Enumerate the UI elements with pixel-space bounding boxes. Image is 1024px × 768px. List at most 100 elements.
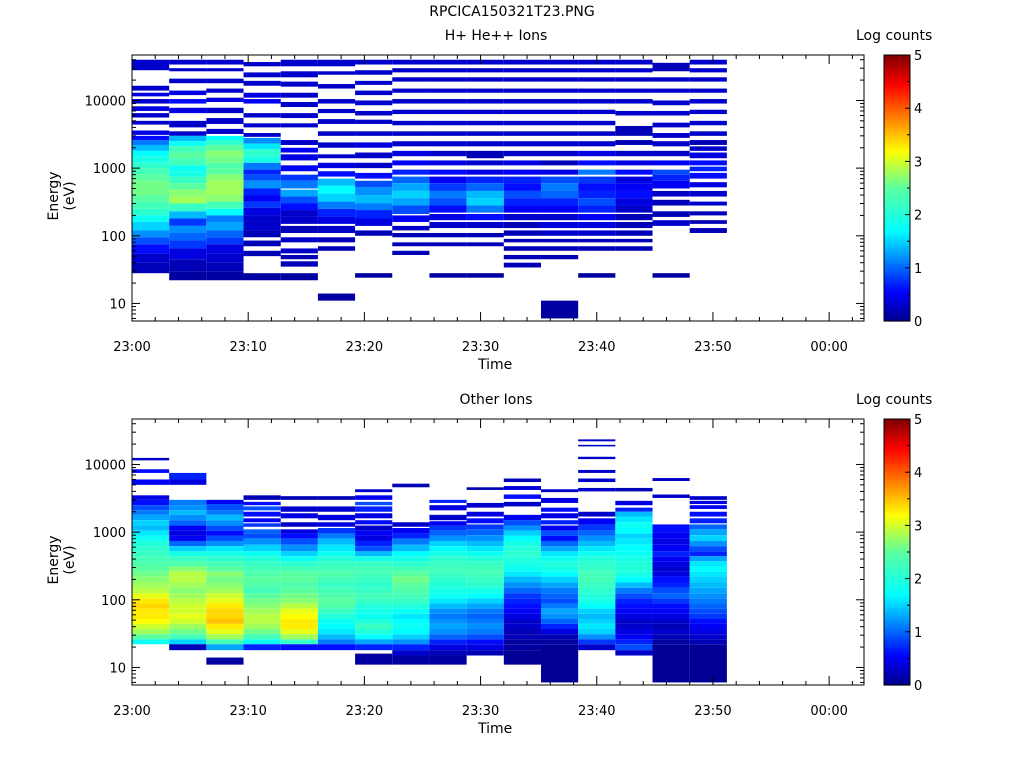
heatmap-cell [466, 582, 504, 588]
heatmap-cell [243, 174, 281, 181]
heatmap-cell [652, 100, 690, 106]
heatmap-cell [503, 587, 541, 594]
heatmap-cell [578, 535, 616, 541]
colorbar-step [884, 438, 910, 442]
colorbar-step [884, 605, 910, 609]
heatmap-cell [466, 628, 504, 635]
y-tick-label: 10000 [85, 94, 126, 109]
heatmap-cell [689, 500, 727, 505]
x-tick-label: 23:30 [462, 340, 499, 355]
heatmap-cell [355, 80, 393, 85]
heatmap-cell [578, 593, 616, 599]
colorbar-step [884, 472, 910, 476]
colorbar-step [884, 258, 910, 262]
heatmap-cell [317, 71, 356, 75]
heatmap-cell [503, 525, 541, 531]
heatmap-cell [466, 273, 504, 278]
heatmap-cell [466, 131, 504, 136]
heatmap-cell [317, 561, 356, 567]
heatmap-cell [689, 551, 727, 557]
colorbar-step [884, 536, 910, 540]
colorbar-step [884, 485, 910, 489]
y-tick-label: 10 [109, 297, 126, 312]
colorbar-step [884, 656, 910, 659]
colorbar-step [884, 179, 910, 182]
heatmap-cell [243, 511, 281, 517]
heatmap-cell [317, 59, 356, 67]
heatmap-cell [355, 520, 393, 525]
colorbar-step [884, 496, 910, 500]
heatmap-cell [132, 237, 170, 245]
colorbar-step [884, 103, 910, 107]
heatmap-cell [169, 203, 207, 212]
colorbar-step [884, 318, 910, 322]
heatmap-cell [392, 551, 430, 557]
heatmap-cell [466, 639, 504, 645]
heatmap-cell [206, 230, 244, 238]
colorbar-step [884, 247, 910, 251]
heatmap-cell [280, 189, 318, 197]
x-tick-label: 00:00 [810, 704, 847, 719]
heatmap-cell [652, 551, 690, 557]
colorbar-step [884, 123, 910, 127]
colorbar-step [884, 527, 910, 531]
heatmap-cell [169, 505, 207, 511]
heatmap-cell [392, 634, 430, 640]
colorbar-step [884, 199, 910, 202]
colorbar-step [884, 99, 910, 103]
colorbar-step [884, 316, 910, 320]
colorbar-step [884, 554, 910, 558]
heatmap-cell [578, 618, 616, 624]
heatmap-cell [503, 561, 541, 567]
heatmap-cell [689, 623, 727, 629]
heatmap-cell [392, 150, 430, 157]
colorbar-step [884, 139, 910, 143]
heatmap-cell [429, 546, 467, 552]
heatmap-cell [132, 120, 170, 125]
heatmap-cell [355, 551, 393, 557]
heatmap-cell [206, 156, 244, 163]
heatmap-cell [578, 169, 616, 175]
heatmap-cell [280, 513, 318, 519]
heatmap-cell [429, 176, 467, 184]
colorbar-step [884, 309, 910, 313]
heatmap-cell [578, 571, 616, 577]
heatmap-cell [689, 546, 727, 552]
colorbar-step [884, 540, 910, 544]
heatmap-cell [206, 208, 244, 216]
heatmap-cell [132, 156, 170, 163]
colorbar-step [884, 678, 910, 682]
heatmap-cell [132, 608, 170, 614]
heatmap-cell [615, 88, 653, 93]
colorbar-step [884, 110, 910, 114]
heatmap-cell [429, 109, 467, 115]
colorbar-tick-label: 3 [914, 155, 922, 170]
heatmap-cell [206, 571, 244, 577]
heatmap-cell [132, 576, 170, 583]
heatmap-cell [132, 514, 170, 521]
colorbar-step [884, 243, 910, 247]
heatmap-cell [615, 566, 653, 572]
heatmap-cell [503, 514, 541, 521]
heatmap-cell [132, 587, 170, 594]
colorbar-step [884, 469, 910, 473]
heatmap-cell [355, 556, 393, 562]
heatmap-cell [169, 171, 207, 177]
heatmap-cell [169, 479, 207, 485]
heatmap-cell [503, 566, 541, 572]
heatmap-cell [540, 566, 579, 572]
heatmap-cell [355, 639, 393, 645]
heatmap-cell [206, 118, 244, 124]
heatmap-cell [317, 185, 356, 194]
colorbar-step [884, 145, 910, 149]
heatmap-cell [243, 618, 281, 624]
heatmap-cell [578, 99, 616, 104]
colorbar-step [884, 161, 910, 165]
heatmap-cell [652, 603, 690, 609]
heatmap-cell [280, 210, 318, 217]
heatmap-cell [615, 246, 653, 251]
colorbar-step [884, 125, 910, 129]
heatmap-cell [578, 190, 616, 199]
heatmap-cell [689, 88, 727, 93]
heatmap-cell [355, 495, 393, 500]
